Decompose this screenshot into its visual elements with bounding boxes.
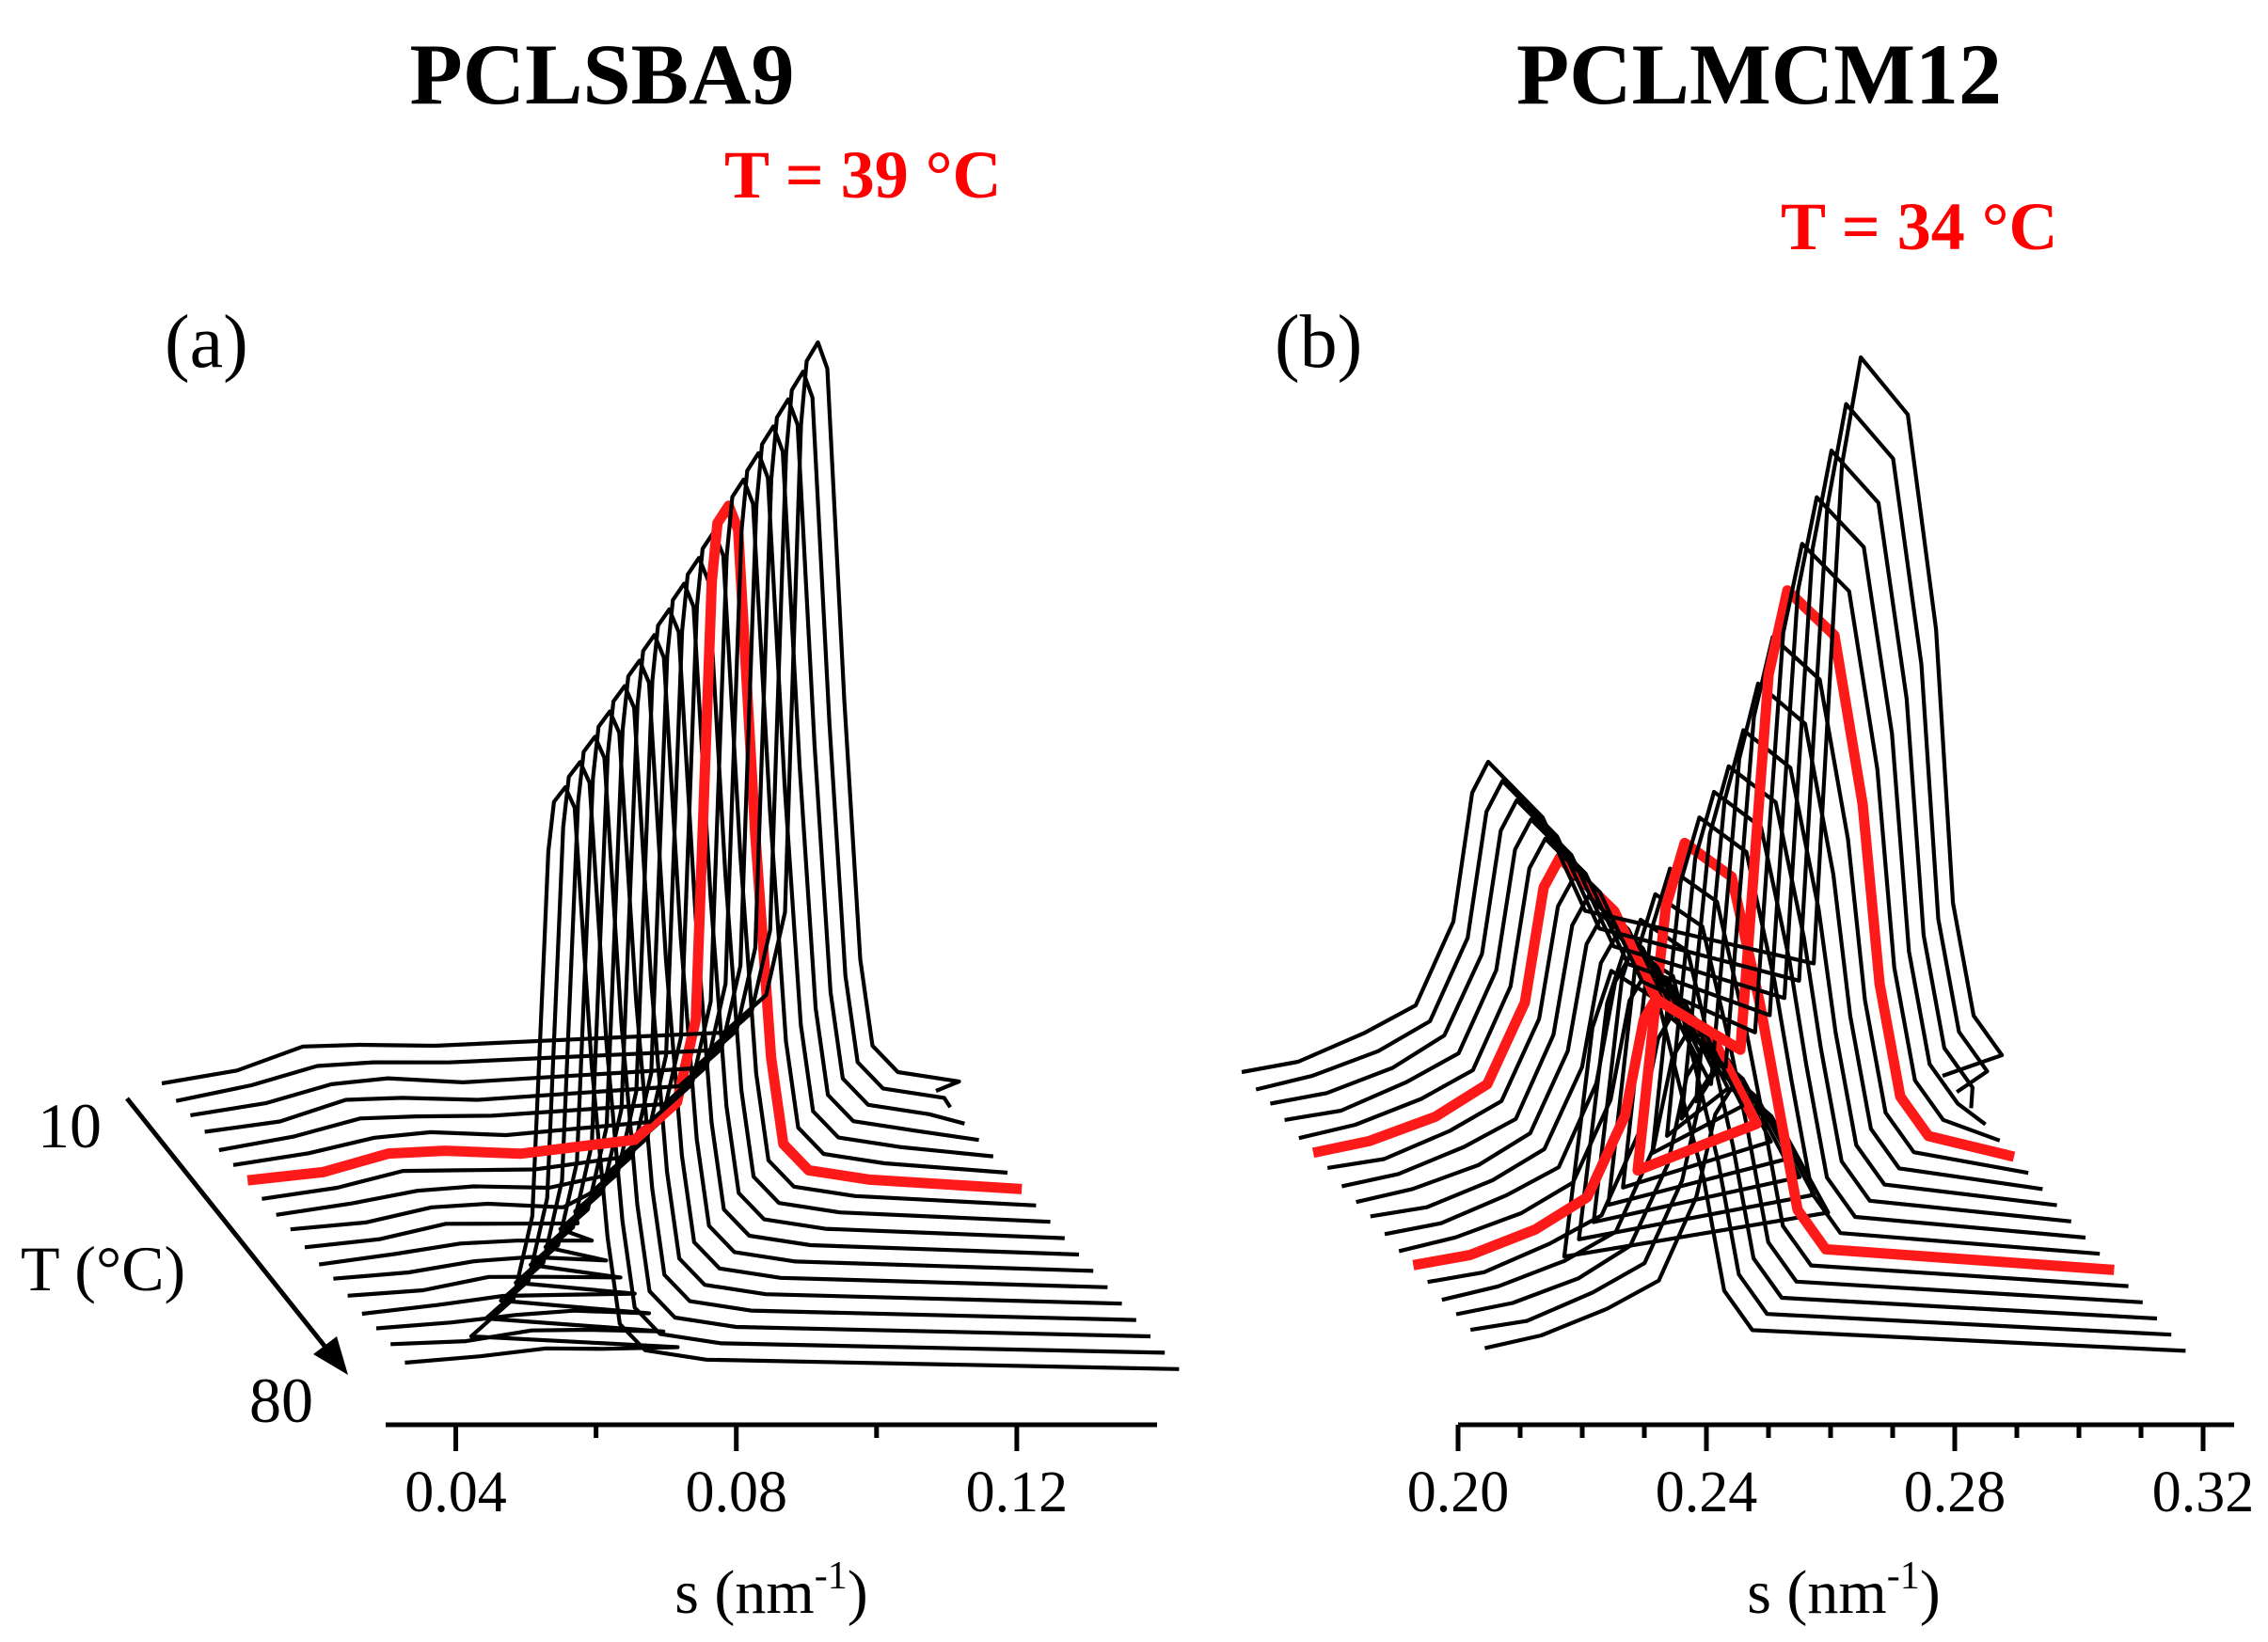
series-trace xyxy=(347,684,1122,1306)
panel-a-traces xyxy=(161,339,1180,1371)
series-trace xyxy=(290,581,1065,1240)
series-trace xyxy=(204,424,979,1143)
series-trace xyxy=(1398,815,2101,1256)
series-highlight-trace xyxy=(246,500,1023,1194)
series-trace xyxy=(333,658,1108,1289)
series-trace xyxy=(375,734,1151,1339)
series-highlight-trace xyxy=(1311,585,2016,1162)
series-trace xyxy=(404,785,1180,1371)
temperature-axis-label: T (°C) xyxy=(21,1233,185,1304)
panel-a-tick-label: 0.08 xyxy=(685,1460,787,1524)
panel-b-traces xyxy=(1241,355,2186,1353)
panel-b-label: (b) xyxy=(1275,301,1362,384)
series-trace xyxy=(276,556,1051,1224)
panel-a-highlight-label: T = 39 °C xyxy=(724,137,1002,213)
temperature-axis-arrow-line xyxy=(125,1097,333,1356)
panel-a: PCLSBA9 (a) T = 39 °C 10 T (°C) 80 0.04 0… xyxy=(21,26,1180,1627)
series-trace xyxy=(1356,728,2057,1208)
series-trace xyxy=(1455,917,2158,1321)
panel-a-x-axis-label: s (nm-1) xyxy=(674,1555,867,1627)
temperature-axis-start: 10 xyxy=(38,1090,102,1161)
panel-b-x-axis-label-exponent: -1 xyxy=(1887,1555,1920,1598)
panel-a-tick-label: 0.12 xyxy=(966,1460,1069,1524)
panel-b-ticks: 0.20 0.24 0.28 0.32 xyxy=(1407,1425,2255,1524)
series-trace xyxy=(1384,789,2086,1240)
panel-b-tick-label: 0.32 xyxy=(2152,1460,2255,1524)
series-trace xyxy=(1427,866,2129,1288)
series-trace xyxy=(218,450,994,1159)
series-trace xyxy=(304,607,1080,1257)
series-trace xyxy=(1326,635,2029,1176)
panel-b-tick-label: 0.24 xyxy=(1656,1460,1758,1524)
panel-a-label: (a) xyxy=(165,301,248,384)
series-trace xyxy=(1469,943,2172,1337)
panel-b-x-axis-label-main: s (nm xyxy=(1747,1558,1887,1627)
series-trace xyxy=(175,370,952,1109)
temperature-axis-end: 80 xyxy=(249,1365,313,1436)
series-trace xyxy=(232,477,1008,1176)
series-trace xyxy=(190,397,965,1126)
series-trace xyxy=(161,339,961,1093)
panel-a-tick-label: 0.04 xyxy=(404,1460,507,1524)
panel-a-x-axis-label-exponent: -1 xyxy=(815,1555,848,1598)
panel-a-x-axis-label-close: ) xyxy=(848,1558,868,1627)
series-trace xyxy=(318,633,1094,1273)
series-trace xyxy=(1241,355,2005,1078)
series-trace xyxy=(361,709,1136,1322)
series-trace xyxy=(1255,402,1990,1094)
series-trace xyxy=(1298,542,2001,1143)
panel-b-tick-label: 0.20 xyxy=(1407,1460,1510,1524)
series-trace xyxy=(390,760,1166,1355)
series-trace xyxy=(262,529,1037,1208)
series-trace xyxy=(1270,449,1975,1109)
panel-b-x-axis-label-close: ) xyxy=(1920,1558,1941,1627)
panel-b-highlight-label: T = 34 °C xyxy=(1781,189,2058,264)
panel-a-x-axis-label-main: s (nm xyxy=(674,1558,815,1627)
series-trace xyxy=(1340,681,2043,1192)
panel-b: PCLMCM12 (b) T = 34 °C 0.20 0.24 0.28 0.32 … xyxy=(1241,26,2255,1627)
series-highlight-trace xyxy=(1412,837,2115,1275)
temperature-axis-arrowhead xyxy=(313,1336,348,1375)
series-trace xyxy=(1284,495,1987,1127)
panel-b-x-axis-label: s (nm-1) xyxy=(1747,1555,1940,1627)
panel-b-title: PCLMCM12 xyxy=(1516,26,2002,122)
panel-a-title: PCLSBA9 xyxy=(410,26,795,122)
panel-b-tick-label: 0.28 xyxy=(1904,1460,2006,1524)
panel-a-ticks: 0.04 0.08 0.12 xyxy=(404,1425,1068,1524)
